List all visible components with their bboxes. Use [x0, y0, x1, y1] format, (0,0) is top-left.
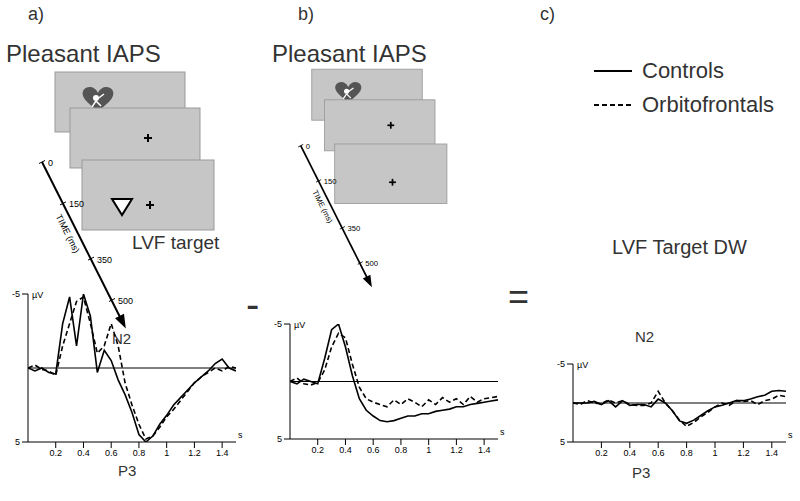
svg-text:1.2: 1.2 — [737, 448, 750, 458]
svg-text:1.4: 1.4 — [766, 448, 779, 458]
svg-text:500: 500 — [118, 296, 133, 306]
svg-text:0.8: 0.8 — [133, 448, 146, 458]
html-text:s: s — [788, 430, 793, 440]
svg-text:350: 350 — [97, 255, 112, 265]
svg-text:-5: -5 — [274, 319, 282, 329]
svg-text:5: 5 — [277, 434, 282, 444]
html-text:µV: µV — [32, 290, 44, 300]
svg-text:5: 5 — [560, 437, 565, 447]
html-text:Pleasant IAPS: Pleasant IAPS — [272, 40, 427, 67]
svg-text:500: 500 — [365, 259, 378, 268]
svg-text:150: 150 — [69, 199, 84, 209]
svg-text:0.8: 0.8 — [680, 448, 693, 458]
svg-text:1.4: 1.4 — [478, 445, 491, 455]
svg-text:0.6: 0.6 — [367, 445, 380, 455]
svg-text:5: 5 — [15, 437, 20, 447]
html-text:LVF Target DW: LVF Target DW — [612, 236, 747, 258]
html-text:P3: P3 — [118, 462, 137, 479]
html-text:c): c) — [540, 4, 555, 24]
html-text:Controls: Controls — [642, 58, 724, 83]
svg-text:1.2: 1.2 — [450, 445, 463, 455]
html-text:LVF target: LVF target — [132, 232, 220, 253]
html-text:s: s — [238, 430, 243, 440]
svg-text:-5: -5 — [557, 359, 565, 369]
html-text:a): a) — [28, 4, 44, 24]
svg-text:1.2: 1.2 — [188, 448, 201, 458]
svg-text:0.2: 0.2 — [595, 448, 608, 458]
svg-text:1: 1 — [426, 445, 431, 455]
svg-text:150: 150 — [324, 177, 337, 186]
svg-text:0.8: 0.8 — [395, 445, 408, 455]
html-text:Orbitofrontals: Orbitofrontals — [642, 92, 775, 117]
svg-text:350: 350 — [347, 224, 360, 233]
svg-text:0: 0 — [48, 158, 53, 168]
svg-text:0.4: 0.4 — [77, 448, 90, 458]
html-text:µV: µV — [577, 360, 589, 370]
svg-text:0.6: 0.6 — [652, 448, 665, 458]
svg-text:TIME (ms): TIME (ms) — [310, 189, 334, 225]
svg-text:1: 1 — [712, 448, 717, 458]
svg-text:-5: -5 — [12, 289, 20, 299]
svg-text:0.6: 0.6 — [105, 448, 118, 458]
svg-text:0: 0 — [306, 142, 310, 151]
svg-text:0.4: 0.4 — [339, 445, 352, 455]
html-text:Pleasant IAPS: Pleasant IAPS — [6, 40, 161, 67]
svg-text:1: 1 — [164, 448, 169, 458]
svg-text:TIME (ms): TIME (ms) — [54, 213, 82, 255]
html-text:s: s — [500, 427, 505, 437]
html-text:P3: P3 — [632, 464, 651, 481]
html-text:µV: µV — [294, 320, 306, 330]
html-text:N2: N2 — [112, 330, 132, 347]
svg-text:0.2: 0.2 — [311, 445, 324, 455]
svg-text:0.2: 0.2 — [49, 448, 62, 458]
svg-text:0.4: 0.4 — [624, 448, 637, 458]
svg-text:1.4: 1.4 — [216, 448, 229, 458]
html-text:N2: N2 — [635, 328, 655, 345]
html-text:b): b) — [298, 4, 314, 24]
